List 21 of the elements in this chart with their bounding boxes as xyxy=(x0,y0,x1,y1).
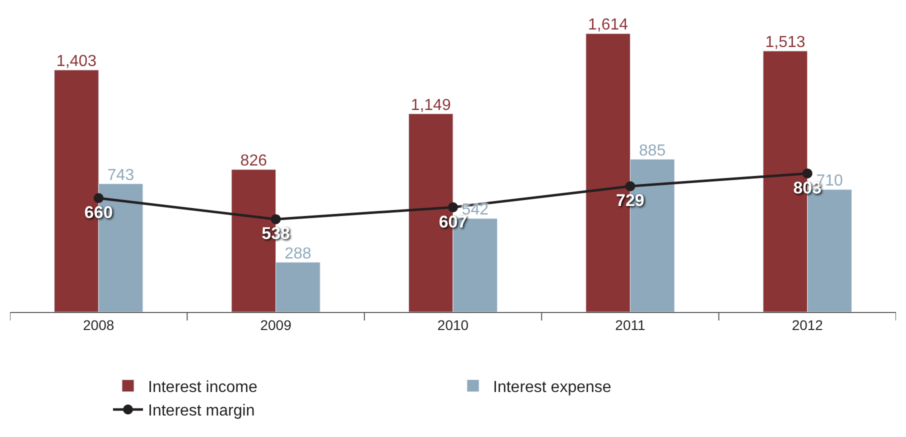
x-tick-label: 2010 xyxy=(437,316,469,333)
point xyxy=(270,214,281,224)
point xyxy=(448,202,458,212)
data-label: 826 xyxy=(240,152,268,170)
data-label: 729 xyxy=(616,191,644,210)
point xyxy=(802,168,812,178)
data-label: 1,614 xyxy=(588,16,628,34)
x-tick-label: 2008 xyxy=(83,316,114,333)
point xyxy=(94,193,104,204)
point xyxy=(625,181,636,192)
data-label: 1,149 xyxy=(410,96,451,114)
data-label: 288 xyxy=(284,245,312,262)
data-label: 1,403 xyxy=(56,52,97,70)
data-label: 885 xyxy=(639,142,666,160)
x-tick-label: 2009 xyxy=(260,316,292,333)
legend-label: Interest expense xyxy=(493,378,612,396)
x-tick-label: 2012 xyxy=(792,316,824,333)
data-label: 743 xyxy=(107,166,134,184)
data-label: 1,513 xyxy=(765,34,806,51)
x-tick-label: 2011 xyxy=(615,316,646,333)
legend-label: Interest income xyxy=(148,378,258,396)
